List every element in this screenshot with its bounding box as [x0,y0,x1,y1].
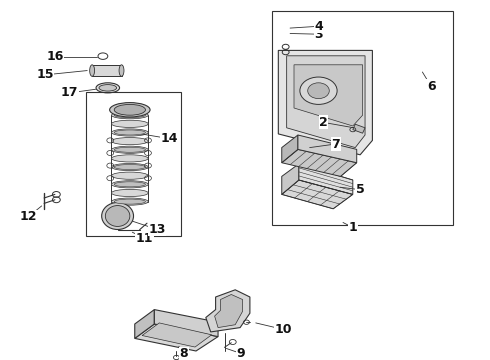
Polygon shape [206,290,250,332]
Polygon shape [282,135,298,163]
Polygon shape [278,50,372,155]
Ellipse shape [112,138,148,145]
Ellipse shape [112,189,148,197]
Polygon shape [154,310,218,337]
Ellipse shape [102,202,133,230]
Ellipse shape [112,163,148,171]
Text: 9: 9 [237,347,245,360]
Polygon shape [294,65,363,126]
Circle shape [308,83,329,99]
Ellipse shape [99,85,117,91]
Polygon shape [299,164,353,194]
Ellipse shape [114,147,146,152]
Ellipse shape [105,206,130,226]
Text: 16: 16 [46,50,64,63]
Text: 8: 8 [179,347,188,360]
Ellipse shape [90,65,95,76]
Text: 7: 7 [331,138,340,150]
Polygon shape [282,164,299,194]
Text: 4: 4 [314,20,323,33]
Bar [272,11,453,225]
Polygon shape [215,294,243,328]
Ellipse shape [112,172,148,179]
Ellipse shape [114,182,146,187]
Ellipse shape [114,165,146,170]
Ellipse shape [112,155,148,162]
Ellipse shape [112,146,148,153]
Ellipse shape [112,129,148,136]
Polygon shape [92,65,122,76]
Text: 12: 12 [20,210,37,223]
Ellipse shape [112,198,148,205]
Text: 17: 17 [61,86,78,99]
Text: 13: 13 [148,223,166,236]
Polygon shape [353,124,365,133]
Text: 6: 6 [427,80,436,93]
Text: 10: 10 [274,323,292,336]
Text: 15: 15 [36,68,54,81]
Polygon shape [142,323,212,347]
Polygon shape [135,310,154,338]
Bar [86,92,181,236]
Text: 1: 1 [348,221,357,234]
Circle shape [300,77,337,104]
Ellipse shape [112,112,148,119]
Ellipse shape [114,113,146,118]
Text: 2: 2 [319,116,328,129]
Ellipse shape [114,130,146,135]
Ellipse shape [114,199,146,204]
Text: 3: 3 [314,28,323,41]
Ellipse shape [114,104,146,115]
Polygon shape [287,56,365,148]
Polygon shape [135,324,218,351]
Text: 11: 11 [136,232,153,245]
Text: 14: 14 [160,132,178,145]
Polygon shape [282,180,353,209]
Ellipse shape [112,120,148,127]
Ellipse shape [110,103,150,117]
Ellipse shape [112,181,148,188]
Polygon shape [282,149,357,176]
Text: 5: 5 [356,183,365,196]
Ellipse shape [119,65,124,76]
Polygon shape [298,135,357,163]
Ellipse shape [96,83,120,93]
